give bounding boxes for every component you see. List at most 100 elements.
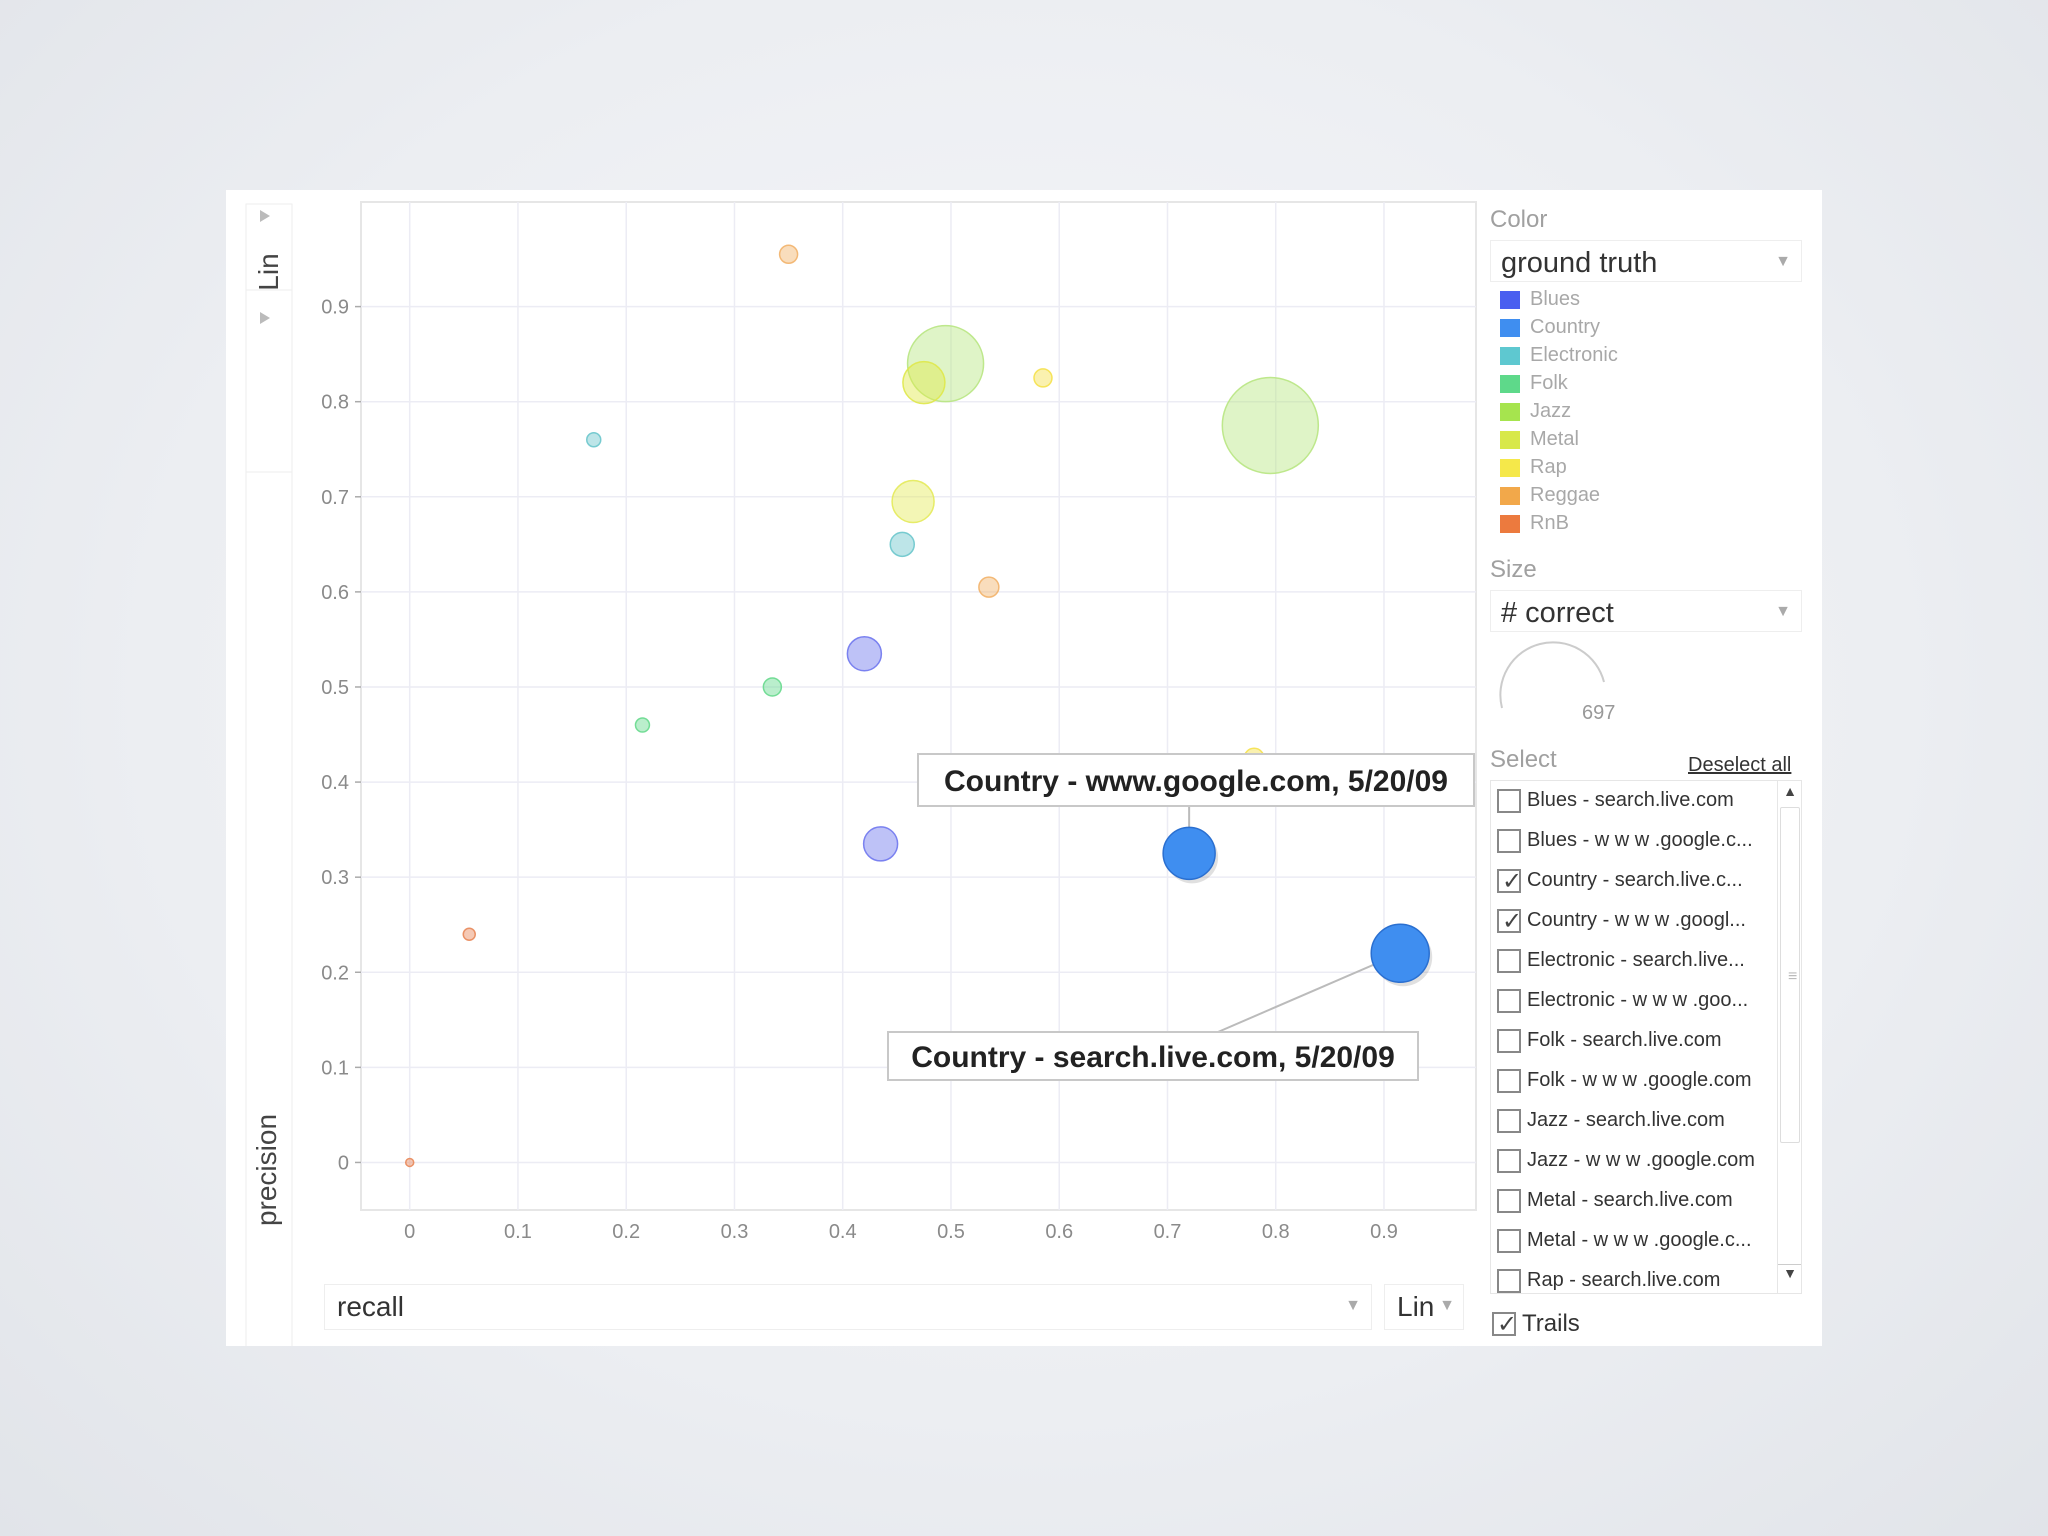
data-point[interactable] [902, 360, 946, 405]
legend-label: Country [1530, 316, 1601, 338]
size-max-value: 697 [1582, 702, 1616, 724]
y-tick-label: 0.9 [321, 297, 349, 319]
legend-swatch [1500, 347, 1520, 365]
series-checkbox[interactable] [1497, 789, 1521, 813]
series-select-item[interactable]: Jazz - w w w .google.com [1491, 1141, 1781, 1181]
x-tick-label: 0.3 [721, 1221, 749, 1243]
y-scale-value: Lin [253, 253, 284, 290]
data-point[interactable] [585, 431, 602, 448]
data-point[interactable] [634, 717, 651, 733]
series-select-item[interactable]: Rap - search.live.com [1491, 1261, 1781, 1293]
x-axis-label: recall [337, 1291, 404, 1322]
data-point[interactable] [1033, 368, 1053, 388]
series-label: Country - w w w .googl... [1527, 909, 1746, 931]
y-scale-selector[interactable] [245, 203, 293, 473]
size-section-title: Size [1490, 556, 1537, 583]
scroll-thumb[interactable]: ≡ [1780, 807, 1800, 1143]
x-tick-label: 0.8 [1262, 1221, 1290, 1243]
series-checkbox[interactable] [1497, 1069, 1521, 1093]
series-select-item[interactable]: Electronic - w w w .goo... [1491, 981, 1781, 1021]
series-select-item[interactable]: Blues - w w w .google.c... [1491, 821, 1781, 861]
series-checkbox[interactable] [1497, 1149, 1521, 1173]
data-point[interactable] [1221, 376, 1320, 475]
color-dropdown[interactable]: ground truth ▼ [1490, 240, 1802, 282]
series-label: Metal - search.live.com [1527, 1189, 1733, 1211]
y-tick-label: 0.4 [321, 772, 349, 794]
y-axis-selector[interactable] [245, 289, 293, 1346]
series-checkbox[interactable]: ✓ [1497, 908, 1522, 935]
series-checkbox[interactable] [1497, 1109, 1521, 1133]
scroll-down-icon[interactable]: ▼ [1778, 1264, 1801, 1289]
x-scale-selector[interactable]: Lin ▼ [1384, 1284, 1464, 1330]
y-axis-arrow-icon [260, 312, 270, 324]
data-point[interactable] [862, 826, 899, 862]
legend-swatch [1500, 403, 1520, 421]
highlighted-point[interactable] [1162, 826, 1216, 881]
series-select-item[interactable]: Blues - search.live.com [1491, 781, 1781, 821]
legend-label: Rap [1530, 456, 1567, 478]
series-checkbox[interactable] [1497, 989, 1521, 1013]
scrollbar[interactable]: ▲ ≡ ▼ [1777, 781, 1801, 1293]
series-checkbox[interactable] [1497, 1229, 1521, 1253]
x-tick-label: 0.1 [504, 1221, 532, 1243]
grip-icon: ≡ [1788, 968, 1798, 985]
series-select-list[interactable]: Blues - search.live.com Blues - w w w .go… [1490, 780, 1802, 1294]
callout-label: Country - www.google.com, 5/20/09 [944, 765, 1448, 798]
data-points [404, 244, 1320, 1168]
series-label: Metal - w w w .google.c... [1527, 1229, 1752, 1251]
y-axis-label: precision [251, 1114, 282, 1226]
trails-toggle[interactable]: ✓ Trails [1490, 1310, 1690, 1340]
callout-label: Country - search.live.com, 5/20/09 [911, 1041, 1395, 1074]
series-select-item[interactable]: ✓ Country - w w w .googl... [1491, 901, 1781, 941]
series-checkbox[interactable] [1497, 1189, 1521, 1213]
callouts: Country - www.google.com, 5/20/09 Country… [887, 753, 1475, 1081]
legend-swatch [1500, 487, 1520, 505]
data-point[interactable] [404, 1157, 415, 1168]
series-checkbox[interactable] [1497, 1029, 1521, 1053]
data-point[interactable] [762, 677, 783, 697]
series-checkbox[interactable]: ✓ [1497, 868, 1523, 895]
data-point[interactable] [778, 244, 799, 265]
data-point[interactable] [978, 576, 1000, 598]
scroll-up-icon[interactable]: ▲ [1783, 783, 1797, 799]
series-label: Electronic - search.live... [1527, 949, 1745, 971]
series-select-item[interactable]: Folk - search.live.com [1491, 1021, 1781, 1061]
x-tick-label: 0.4 [829, 1221, 857, 1243]
y-tick-label: 0.8 [321, 392, 349, 414]
series-checkbox[interactable] [1497, 1269, 1521, 1293]
data-point[interactable] [906, 324, 985, 403]
color-section-title: Color [1490, 206, 1548, 233]
data-point[interactable] [891, 479, 935, 524]
series-checkbox[interactable] [1497, 829, 1521, 853]
series-label: Blues - search.live.com [1527, 789, 1734, 811]
legend-swatch [1500, 515, 1520, 533]
series-select-item[interactable]: Jazz - search.live.com [1491, 1101, 1781, 1141]
series-label: Jazz - w w w .google.com [1527, 1149, 1755, 1171]
series-checkbox[interactable] [1497, 949, 1521, 973]
data-point[interactable] [889, 531, 916, 558]
color-dropdown-value: ground truth [1501, 247, 1658, 279]
size-dropdown[interactable]: # correct ▼ [1490, 590, 1802, 632]
series-select-item[interactable]: Folk - w w w .google.com [1491, 1061, 1781, 1101]
chevron-down-icon: ▼ [1775, 603, 1791, 620]
series-select-item[interactable]: Metal - w w w .google.c... [1491, 1221, 1781, 1261]
series-select-item[interactable]: ✓ Country - search.live.c... [1491, 861, 1781, 901]
trails-checkbox[interactable]: ✓ [1492, 1311, 1517, 1338]
size-dropdown-value: # correct [1501, 597, 1614, 629]
series-select-item[interactable]: Metal - search.live.com [1491, 1181, 1781, 1221]
legend-label: Metal [1530, 428, 1579, 450]
series-label: Blues - w w w .google.c... [1527, 829, 1753, 851]
data-point[interactable] [846, 635, 883, 672]
x-axis-selector[interactable]: recall ▼ [324, 1284, 1372, 1330]
y-tick-label: 0.3 [321, 867, 349, 889]
x-tick-label: 0.6 [1045, 1221, 1073, 1243]
x-tick-label: 0.9 [1370, 1221, 1398, 1243]
series-label: Country - search.live.c... [1527, 869, 1743, 891]
highlighted-point[interactable] [1370, 923, 1430, 983]
deselect-all-link[interactable]: Deselect all [1688, 754, 1792, 776]
check-icon: ✓ [1502, 868, 1523, 895]
y-tick-label: 0.7 [321, 487, 349, 509]
data-point[interactable] [462, 927, 477, 941]
series-select-item[interactable]: Electronic - search.live... [1491, 941, 1781, 981]
legend-label: Blues [1530, 288, 1581, 310]
